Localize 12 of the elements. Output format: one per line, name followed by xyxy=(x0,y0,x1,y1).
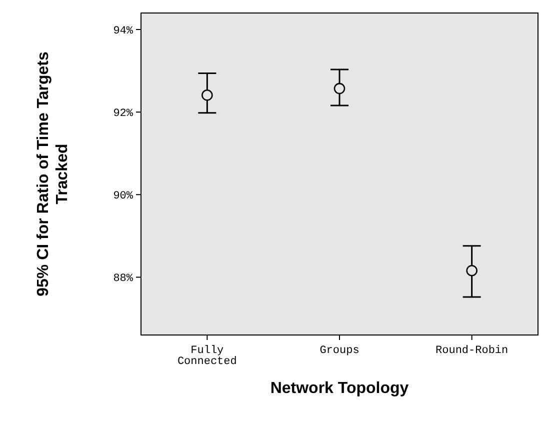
y-tick-label: 94% xyxy=(113,25,134,38)
x-axis-title: Network Topology xyxy=(270,380,409,397)
x-tick-label: Groups xyxy=(320,345,360,357)
y-tick-label: 92% xyxy=(113,108,134,120)
y-tick-label: 88% xyxy=(113,273,134,286)
y-tick-label: 90% xyxy=(113,190,134,202)
point xyxy=(202,90,213,101)
x-tick-label: Fully Connected xyxy=(177,345,237,368)
point xyxy=(334,82,346,94)
point xyxy=(466,264,478,276)
x-tick-label: Round-Robin xyxy=(436,345,508,357)
y-axis-title: 95% CI for Ratio of Time Targets Tracked xyxy=(35,52,71,296)
